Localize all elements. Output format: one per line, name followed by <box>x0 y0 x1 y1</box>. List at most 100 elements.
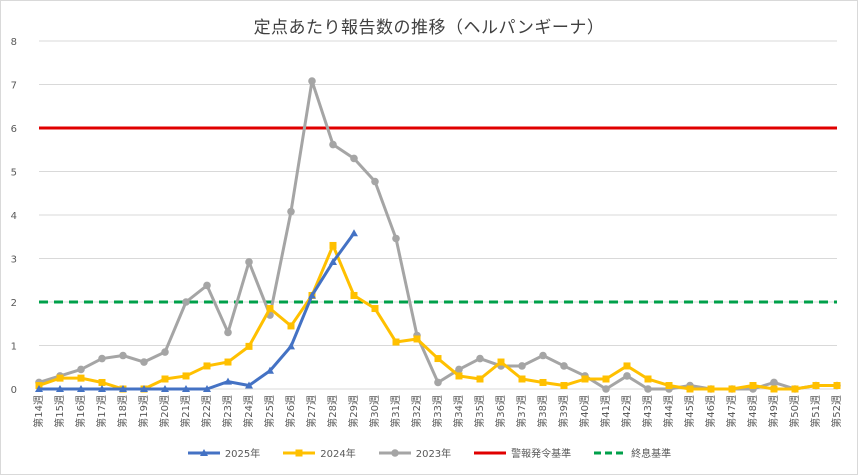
data-point <box>560 362 568 370</box>
legend-label: 2024年 <box>320 449 356 460</box>
x-tick-label: 第22週 <box>200 395 213 428</box>
data-point <box>392 234 400 243</box>
data-point <box>119 351 127 360</box>
x-tick-label: 第41週 <box>599 395 612 428</box>
x-tick-label: 第16週 <box>74 395 87 428</box>
x-tick-label: 第30週 <box>368 395 381 428</box>
legend-label: 終息基準 <box>631 449 672 460</box>
data-point <box>770 385 778 393</box>
data-point <box>287 322 295 330</box>
x-tick-label: 第39週 <box>557 395 570 428</box>
data-point <box>497 358 505 366</box>
legend-label: 2025年 <box>224 449 261 460</box>
data-point <box>266 366 274 374</box>
x-tick-label: 第17週 <box>95 395 108 428</box>
data-point <box>623 372 631 380</box>
x-tick-label: 第23週 <box>221 395 234 428</box>
x-tick-label: 第36週 <box>494 395 507 428</box>
data-point <box>77 385 85 392</box>
data-point <box>245 258 253 266</box>
data-point <box>392 338 400 346</box>
legend-item: 2024年 <box>282 445 356 460</box>
data-point <box>182 372 190 380</box>
data-point <box>56 374 64 382</box>
data-point <box>98 378 106 386</box>
data-point <box>266 305 274 313</box>
x-tick-label: 第31週 <box>389 395 402 428</box>
data-point <box>560 382 568 390</box>
x-tick-label: 第40週 <box>578 395 591 428</box>
data-point <box>518 362 526 370</box>
legend-item: 終息基準 <box>593 445 671 460</box>
data-point <box>644 375 652 383</box>
legend-label: 警報発令基準 <box>511 449 572 460</box>
x-tick-label: 第20週 <box>158 395 171 428</box>
data-point <box>602 385 610 393</box>
data-point <box>77 374 85 382</box>
x-tick-label: 第43週 <box>641 395 654 428</box>
x-tick-label: 第29週 <box>347 395 360 428</box>
series-line <box>37 231 356 391</box>
data-point <box>350 154 358 163</box>
x-tick-label: 第37週 <box>515 395 528 428</box>
data-point <box>77 365 85 374</box>
y-tick-label: 4 <box>11 211 17 222</box>
data-point <box>350 229 358 237</box>
data-point <box>245 342 253 350</box>
data-point <box>119 385 127 392</box>
data-point <box>161 385 169 392</box>
x-tick-label: 第47週 <box>725 395 738 428</box>
data-point <box>812 382 820 390</box>
data-point <box>161 375 169 383</box>
data-point <box>434 355 442 363</box>
legend-swatch <box>187 448 220 456</box>
data-point <box>749 382 757 390</box>
legend-item: 2025年 <box>187 445 260 460</box>
y-tick-label: 8 <box>11 37 17 48</box>
y-tick-label: 6 <box>11 124 17 135</box>
data-point <box>203 385 211 392</box>
data-point <box>329 140 337 149</box>
data-point <box>539 378 547 386</box>
x-tick-label: 第18週 <box>116 395 129 428</box>
x-tick-label: 第38週 <box>536 395 549 428</box>
data-point <box>203 362 211 370</box>
x-tick-label: 第50週 <box>788 395 801 428</box>
data-point <box>329 257 337 265</box>
data-point <box>287 207 295 216</box>
data-point <box>35 385 43 392</box>
x-tick-label: 第44週 <box>662 395 675 428</box>
legend: 2025年 2024年 2023年 警報発令基準 終息基準 <box>1 445 857 460</box>
data-point <box>770 378 778 387</box>
x-tick-label: 第14週 <box>32 395 45 428</box>
x-tick-label: 第33週 <box>431 395 444 428</box>
x-tick-label: 第25週 <box>263 395 276 428</box>
x-tick-label: 第24週 <box>242 395 255 428</box>
data-point <box>623 362 631 370</box>
data-point <box>140 385 148 392</box>
data-point <box>518 375 526 383</box>
chart-title: 定点あたり報告数の推移（ヘルパンギーナ） <box>253 18 605 38</box>
data-point <box>833 382 841 390</box>
legend-swatch <box>283 449 316 456</box>
data-point <box>665 382 673 390</box>
data-point <box>350 291 358 299</box>
y-tick-label: 7 <box>11 81 17 92</box>
x-tick-label: 第52週 <box>830 395 843 428</box>
data-point <box>98 354 106 363</box>
x-tick-label: 第26週 <box>284 395 297 428</box>
data-point <box>791 385 799 393</box>
data-point <box>644 385 652 393</box>
legend-swatch <box>474 451 507 454</box>
data-point <box>203 281 211 290</box>
legend-swatch <box>378 448 411 457</box>
y-tick-label: 5 <box>11 168 17 179</box>
data-point <box>707 385 715 393</box>
x-tick-label: 第34週 <box>452 395 465 428</box>
data-point <box>371 305 379 313</box>
series-line <box>37 243 839 391</box>
data-point <box>308 291 316 299</box>
x-tick-label: 第51週 <box>809 395 822 428</box>
data-point <box>686 385 694 393</box>
x-tick-label: 第21週 <box>179 395 192 428</box>
